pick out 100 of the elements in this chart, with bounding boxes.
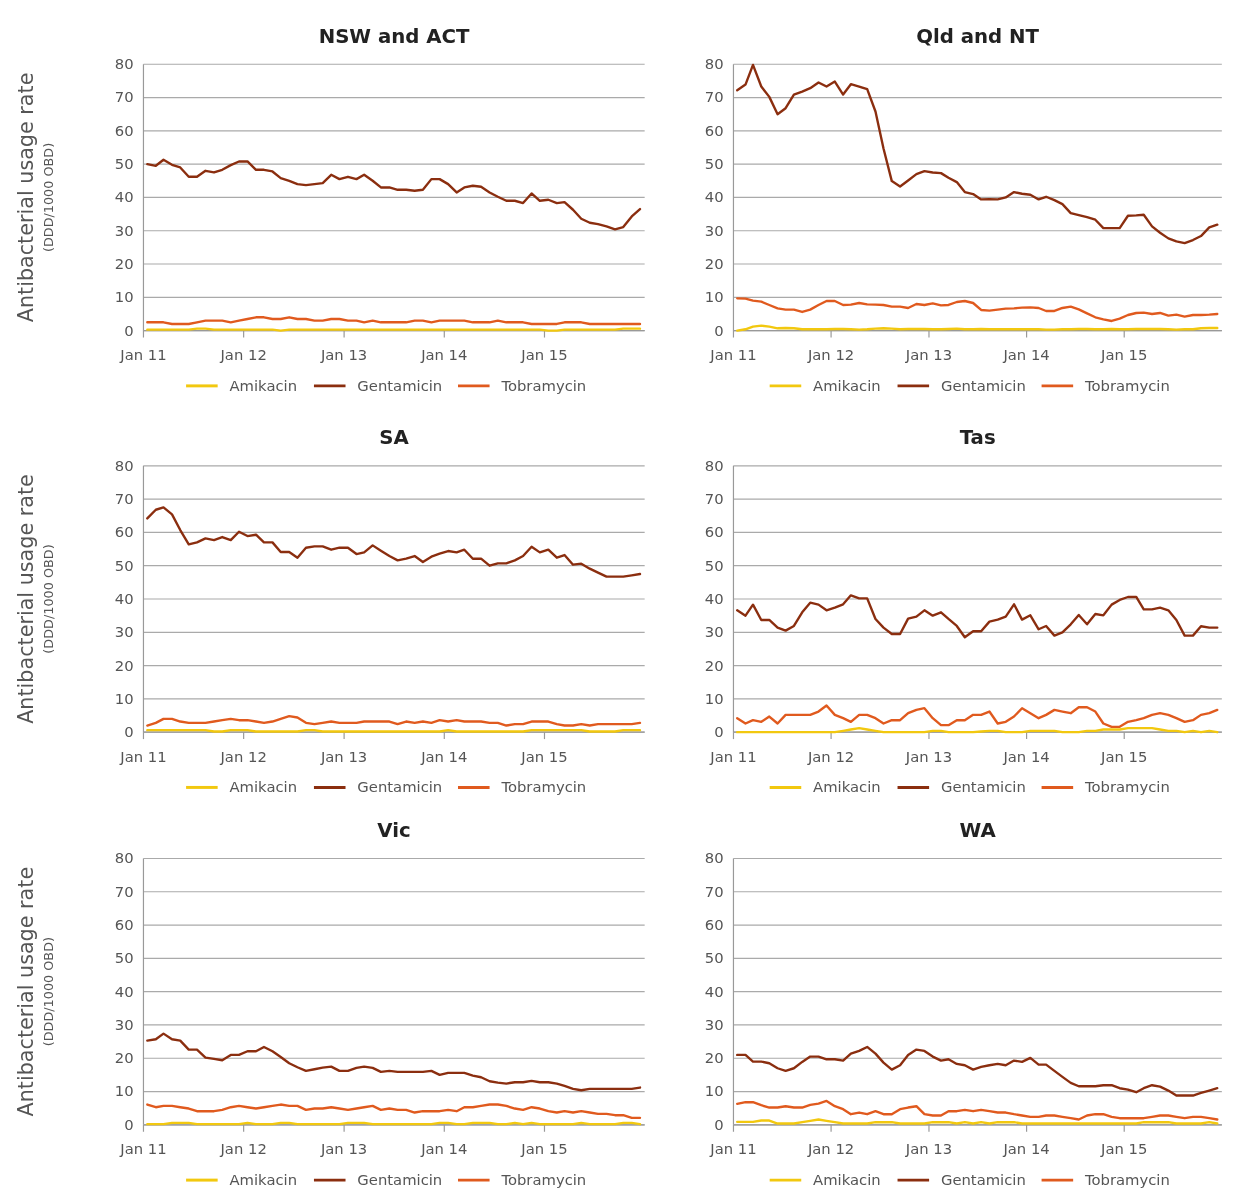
y-tick-label: 60 [704,523,724,541]
y-tick-label: 20 [704,254,724,272]
line-series [146,158,642,231]
x-tick-label: Jan 14 [1002,747,1050,765]
line-series [736,704,1219,729]
y-tick-label: 10 [114,689,134,707]
x-tick-label: Jan 12 [806,346,855,364]
x-tick-label: Jan 11 [709,747,757,765]
y-tick-label: 20 [114,656,134,674]
y-tick-label: 70 [704,490,724,508]
chart-title: Tas [959,426,996,450]
y-tick-label: 0 [124,1115,134,1133]
x-tick-label: Jan 15 [1100,1140,1148,1158]
chart-title: Qld and NT [916,24,1040,48]
legend-label: Amikacin [229,376,298,394]
legend-label: Gentamicin [940,376,1026,394]
y-tick-label: 50 [704,556,724,574]
y-tick-label: 10 [704,1082,724,1100]
y-tick-label: 80 [704,456,724,474]
y-tick-label: 50 [114,556,134,574]
line-series [736,1045,1219,1097]
y-tick-label: 70 [114,882,134,900]
line-series [736,63,1219,245]
x-tick-label: Jan 14 [420,1140,468,1158]
x-tick-label: Jan 14 [1002,1140,1050,1158]
x-tick-label: Jan 11 [709,346,757,364]
x-tick-label: Jan 11 [709,1140,757,1158]
legend-label: Tobramycin [1083,1171,1170,1189]
x-tick-label: Jan 14 [1002,346,1050,364]
chart-title: Vic [377,818,411,842]
y-tick-label: 40 [704,982,724,1000]
legend-label: Tobramycin [500,376,587,394]
legend-label: Amikacin [229,778,298,796]
x-tick-label: Jan 12 [806,747,855,765]
x-tick-label: Jan 15 [1100,346,1148,364]
x-tick-label: Jan 14 [420,747,468,765]
y-tick-label: 60 [704,121,724,139]
legend-label: Gentamicin [940,1171,1026,1189]
y-tick-label: 70 [114,490,134,508]
x-tick-label: Jan 13 [319,747,368,765]
x-tick-label: Jan 12 [219,1140,267,1158]
x-tick-label: Jan 14 [420,346,468,364]
y-tick-label: 60 [114,916,134,933]
y-tick-label: 40 [704,589,724,607]
y-tick-label: 80 [114,849,134,867]
x-tick-label: Jan 11 [119,1140,167,1158]
y-tick-label: 20 [704,1049,724,1067]
x-tick-label: Jan 13 [319,346,368,364]
y-tick-label: 30 [704,623,724,641]
legend-label: Gentamicin [357,1171,443,1189]
y-tick-label: 10 [704,689,724,707]
y-tick-label: 10 [704,288,724,306]
x-tick-label: Jan 13 [904,747,953,765]
x-tick-label: Jan 11 [119,346,167,364]
x-tick-label: Jan 15 [520,346,568,364]
y-tick-label: 20 [114,254,134,272]
legend-label: Gentamicin [357,778,443,796]
x-tick-label: Jan 13 [904,1140,953,1158]
y-tick-label: 60 [114,121,134,139]
y-tick-label: 0 [714,321,724,339]
y-tick-label: 0 [714,723,724,741]
y-axis-title: Antibacterial usage rate (DDD/1000 OBD) [13,866,56,1117]
legend-label: Gentamicin [357,376,443,394]
x-tick-label: Jan 15 [1100,747,1148,765]
legend-label: Amikacin [229,1171,298,1189]
line-series [146,506,642,578]
y-tick-label: 30 [114,221,134,239]
chart-title: NSW and ACT [318,24,471,48]
y-tick-label: 10 [114,1082,134,1100]
legend-label: Amikacin [813,1171,881,1189]
y-tick-label: 80 [114,55,134,73]
y-tick-label: 80 [704,55,724,73]
line-series [146,1032,642,1092]
y-tick-label: 30 [704,1015,724,1033]
legend-label: Tobramycin [1083,778,1170,796]
y-tick-label: 70 [704,88,724,106]
y-tick-label: 70 [114,88,134,106]
y-tick-label: 40 [704,188,724,206]
line-series [146,316,642,326]
y-tick-label: 50 [114,155,134,173]
line-series [736,1099,1219,1121]
y-tick-label: 20 [704,656,724,674]
y-tick-label: 0 [124,321,134,339]
y-tick-label: 50 [114,949,134,967]
chart-title: WA [959,818,997,842]
line-series [736,297,1219,323]
line-series [146,1103,642,1120]
y-tick-label: 80 [114,456,134,474]
y-tick-label: 0 [124,723,134,741]
y-tick-label: 40 [114,188,134,206]
legend-label: Tobramycin [500,778,587,796]
y-tick-label: 0 [714,1115,724,1133]
x-tick-label: Jan 13 [319,1140,368,1158]
y-tick-label: 60 [114,523,134,541]
legend-label: Amikacin [813,778,881,796]
y-tick-label: 40 [114,589,134,607]
y-tick-label: 10 [114,288,134,306]
legend-label: Gentamicin [940,778,1026,796]
x-tick-label: Jan 13 [904,346,953,364]
y-tick-label: 20 [114,1049,134,1067]
